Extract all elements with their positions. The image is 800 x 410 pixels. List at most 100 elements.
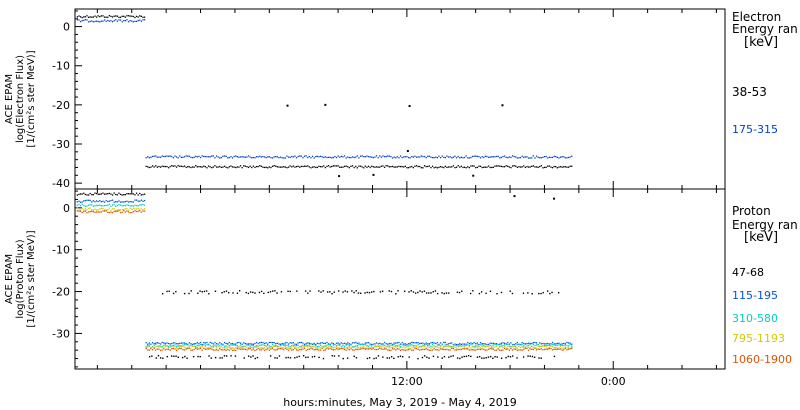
- electron-point-38-53: [523, 165, 525, 167]
- proton-point-115-195: [350, 343, 352, 345]
- electron-point-175-315: [399, 155, 402, 157]
- proton-scattered-point: [208, 355, 210, 357]
- proton-point-310-580: [334, 344, 336, 346]
- electron-point-38-53: [478, 165, 480, 167]
- electron-point-175-315: [118, 19, 120, 21]
- proton-point-115-195: [439, 342, 442, 344]
- proton-point-310-580: [430, 345, 432, 348]
- proton-scattered-point: [485, 292, 487, 295]
- proton-scattered-point: [175, 290, 177, 293]
- proton-point-310-580: [492, 344, 495, 346]
- proton-point-795-1193: [268, 347, 271, 349]
- electron-point-38-53: [190, 166, 192, 169]
- electron-legend-entry: 175-315: [732, 123, 778, 136]
- electron-point-38-53: [278, 166, 280, 168]
- electron-point-175-315: [483, 156, 485, 159]
- proton-point-795-1193: [139, 208, 141, 211]
- electron-point-38-53: [551, 167, 554, 169]
- proton-point-1060-1900: [275, 349, 277, 351]
- electron-point-38-53: [411, 165, 413, 168]
- proton-point-795-1193: [302, 346, 304, 348]
- proton-point-1060-1900: [139, 210, 141, 212]
- proton-point-115-195: [475, 343, 477, 345]
- proton-point-310-580: [222, 344, 224, 346]
- proton-point-115-195: [199, 341, 202, 344]
- electron-point-38-53: [431, 165, 434, 167]
- proton-point-1060-1900: [433, 348, 435, 350]
- proton-point-1060-1900: [542, 349, 544, 351]
- electron-point-175-315: [129, 20, 131, 22]
- proton-point-115-195: [84, 199, 87, 202]
- proton-point-795-1193: [307, 346, 309, 348]
- electron-point-38-53: [231, 166, 234, 168]
- proton-point-310-580: [246, 344, 248, 347]
- proton-point-795-1193: [358, 347, 360, 349]
- proton-point-310-580: [500, 344, 503, 346]
- proton-point-795-1193: [463, 346, 466, 348]
- proton-point-310-580: [558, 344, 560, 346]
- proton-point-115-195: [155, 342, 157, 344]
- proton-point-310-580: [339, 344, 341, 346]
- proton-point-310-580: [561, 344, 563, 347]
- proton-point-310-580: [111, 204, 114, 206]
- proton-point-1060-1900: [457, 348, 459, 351]
- electron-point-38-53: [545, 166, 547, 169]
- proton-point-115-195: [126, 200, 128, 202]
- proton-scattered-point: [326, 291, 329, 293]
- electron-point-175-315: [324, 156, 327, 158]
- electron-point-38-53: [515, 165, 517, 167]
- electron-point-38-53: [377, 166, 379, 168]
- proton-point-115-195: [383, 341, 386, 344]
- proton-point-115-195: [246, 343, 248, 345]
- proton-point-310-580: [110, 205, 112, 207]
- proton-scattered-point: [487, 356, 490, 358]
- electron-point-175-315: [198, 155, 200, 158]
- proton-point-795-1193: [391, 346, 394, 348]
- proton-point-115-195: [228, 341, 231, 344]
- proton-point-795-1193: [311, 346, 314, 348]
- proton-point-115-195: [99, 200, 101, 202]
- proton-point-47-68: [123, 194, 125, 196]
- electron-point-38-53: [276, 166, 279, 168]
- proton-point-115-195: [239, 342, 242, 344]
- proton-point-115-195: [148, 342, 151, 344]
- electron-point-38-53: [135, 15, 138, 18]
- proton-point-310-580: [499, 345, 501, 347]
- electron-point-38-53: [473, 165, 475, 167]
- proton-point-795-1193: [124, 208, 127, 210]
- electron-point-38-53: [537, 166, 539, 169]
- proton-point-115-195: [78, 200, 80, 202]
- electron-point-38-53: [214, 165, 216, 167]
- electron-point-38-53: [86, 15, 88, 17]
- proton-point-795-1193: [430, 347, 432, 349]
- electron-point-175-315: [180, 156, 183, 159]
- proton-point-1060-1900: [97, 211, 99, 213]
- proton-point-795-1193: [567, 347, 570, 349]
- proton-point-115-195: [259, 342, 261, 344]
- electron-point-38-53: [518, 166, 520, 168]
- proton-point-795-1193: [270, 347, 272, 349]
- proton-point-310-580: [468, 344, 471, 347]
- electron-point-38-53: [385, 165, 387, 167]
- electron-point-175-315: [494, 156, 496, 158]
- proton-point-310-580: [161, 345, 163, 348]
- electron-point-175-315: [374, 156, 376, 158]
- proton-point-1060-1900: [377, 348, 379, 350]
- proton-point-1060-1900: [483, 348, 485, 350]
- electron-point-175-315: [564, 157, 567, 159]
- proton-point-115-195: [447, 343, 450, 345]
- proton-point-310-580: [523, 345, 525, 347]
- proton-point-310-580: [145, 345, 147, 348]
- electron-point-175-315: [235, 155, 237, 157]
- proton-point-115-195: [131, 201, 133, 203]
- proton-point-310-580: [479, 344, 482, 346]
- proton-point-795-1193: [454, 346, 456, 348]
- proton-scattered-point: [234, 355, 237, 357]
- proton-point-115-195: [323, 342, 325, 345]
- proton-point-1060-1900: [76, 210, 79, 212]
- electron-point-175-315: [241, 156, 243, 158]
- proton-point-1060-1900: [183, 349, 186, 351]
- electron-point-175-315: [551, 156, 554, 159]
- proton-point-1060-1900: [539, 348, 541, 350]
- proton-scattered-point: [197, 355, 199, 358]
